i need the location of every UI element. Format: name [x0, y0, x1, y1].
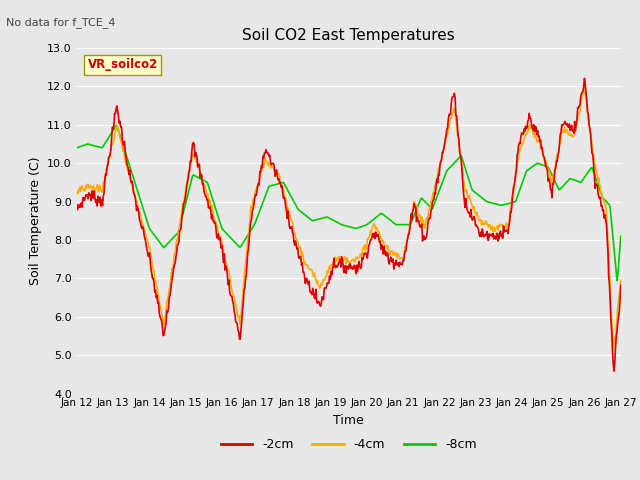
- Y-axis label: Soil Temperature (C): Soil Temperature (C): [29, 156, 42, 285]
- Text: No data for f_TCE_4: No data for f_TCE_4: [6, 17, 116, 28]
- Title: Soil CO2 East Temperatures: Soil CO2 East Temperatures: [243, 28, 455, 43]
- Legend: -2cm, -4cm, -8cm: -2cm, -4cm, -8cm: [216, 433, 482, 456]
- Text: VR_soilco2: VR_soilco2: [88, 59, 158, 72]
- X-axis label: Time: Time: [333, 414, 364, 427]
